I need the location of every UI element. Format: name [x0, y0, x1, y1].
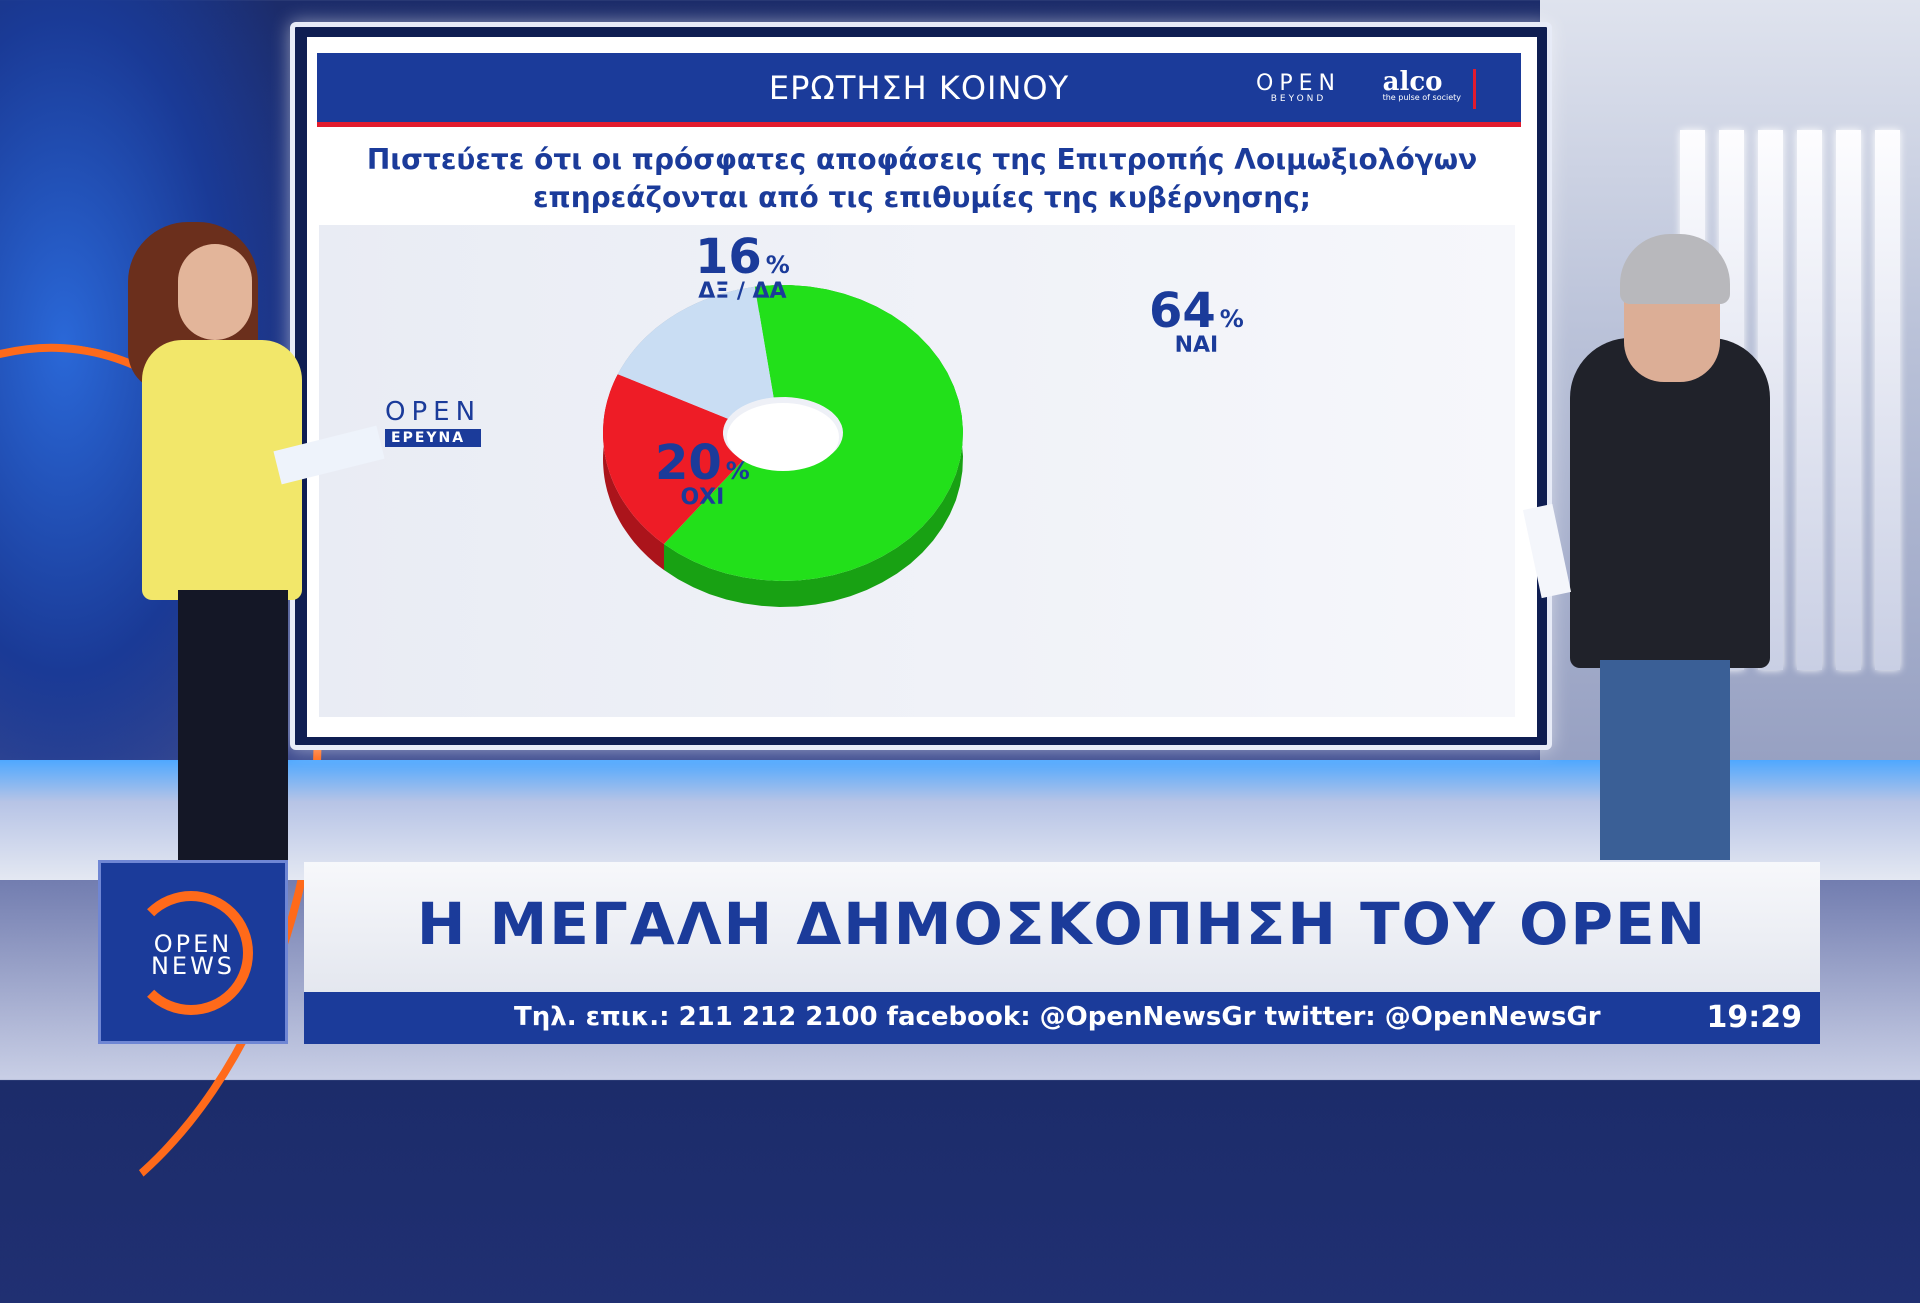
video-wall: ΕΡΩΤΗΣΗ ΚΟΙΝΟΥ OPEN BEYOND alco the puls… [290, 22, 1552, 750]
slice-category-oxi: ΟΧΙ [680, 485, 725, 510]
open-beyond-logo-text: OPEN [1256, 71, 1341, 96]
poll-question-line1: Πιστεύετε ότι οι πρόσφατες αποφάσεις της… [366, 143, 1478, 176]
brand-divider [1473, 69, 1476, 109]
ticker-bar: Τηλ. επικ.: 211 212 2100 facebook: @Open… [304, 992, 1820, 1044]
slice-category-nai: ΝΑΙ [1174, 333, 1219, 358]
slice-value-oxi: 20 [655, 435, 722, 491]
donut-hole [727, 403, 839, 471]
slice-pct-oxi: % [725, 457, 750, 485]
presenter-left-face [178, 244, 252, 340]
slice-label-nai: 64% ΝΑΙ [1149, 283, 1244, 358]
presenter-left-legs [178, 590, 288, 860]
presenter-right-hair [1620, 234, 1730, 304]
slice-dkda [617, 286, 774, 419]
alco-logo: alco the pulse of society [1383, 67, 1461, 102]
chart-area: OPEN ΕΡΕΥΝΑ 64% ΝΑΙ 20% ΟΧΙ 16% ΔΞ / ΔΑ [319, 225, 1515, 717]
presenter-right-legs [1600, 660, 1730, 860]
poll-question: Πιστεύετε ότι οι πρόσφατες αποφάσεις της… [327, 141, 1517, 217]
open-beyond-logo-sub: BEYOND [1270, 94, 1327, 104]
slice-pct-dkda: % [765, 251, 790, 279]
open-news-logo-line1: OPEN [153, 930, 233, 958]
slice-nai [664, 285, 963, 581]
slice-label-oxi: 20% ΟΧΙ [655, 435, 750, 510]
slice-nai-side [664, 285, 963, 607]
slice-pct-nai: % [1219, 305, 1244, 333]
open-news-logo: OPEN NEWS [98, 860, 288, 1044]
open-ereyna-logo-text: OPEN [385, 397, 482, 427]
slice-category-dkda: ΔΞ / ΔΑ [698, 279, 787, 304]
clock: 19:29 [1706, 1000, 1803, 1035]
open-news-logo-line2: NEWS [150, 952, 236, 980]
open-ereyna-logo: OPEN ΕΡΕΥΝΑ [385, 397, 482, 447]
slide-header: ΕΡΩΤΗΣΗ ΚΟΙΝΟΥ OPEN BEYOND alco the puls… [317, 53, 1521, 127]
presenter-left-jacket [142, 340, 302, 600]
headline-text: Η ΜΕΓΑΛΗ ΔΗΜΟΣΚΟΠΗΣΗ ΤΟΥ OPEN [416, 890, 1708, 958]
alco-logo-text: alco [1382, 67, 1443, 97]
slice-value-dkda: 16 [695, 229, 762, 285]
donut-chart [603, 285, 963, 607]
slice-value-nai: 64 [1149, 283, 1216, 339]
open-ereyna-logo-badge: ΕΡΕΥΝΑ [385, 429, 482, 447]
presenter-right-jacket [1570, 338, 1770, 668]
open-news-logo-text: OPEN NEWS [101, 930, 285, 980]
open-news-logo-ring-icon [129, 891, 253, 1015]
slice-oxi-side [603, 374, 664, 570]
headline-banner: Η ΜΕΓΑΛΗ ΔΗΜΟΣΚΟΠΗΣΗ ΤΟΥ OPEN [304, 862, 1820, 992]
open-beyond-logo: OPEN BEYOND [1256, 71, 1341, 104]
slice-oxi [603, 374, 744, 544]
slide-header-title: ΕΡΩΤΗΣΗ ΚΟΙΝΟΥ [768, 69, 1070, 107]
poll-slide: ΕΡΩΤΗΣΗ ΚΟΙΝΟΥ OPEN BEYOND alco the puls… [307, 37, 1537, 737]
poll-question-line2: επηρεάζονται από τις επιθυμίες της κυβέρ… [532, 181, 1312, 214]
alco-logo-sub: the pulse of society [1382, 93, 1461, 102]
ticker-text: Τηλ. επικ.: 211 212 2100 facebook: @Open… [514, 1002, 1601, 1032]
slice-label-dkda: 16% ΔΞ / ΔΑ [695, 229, 790, 304]
